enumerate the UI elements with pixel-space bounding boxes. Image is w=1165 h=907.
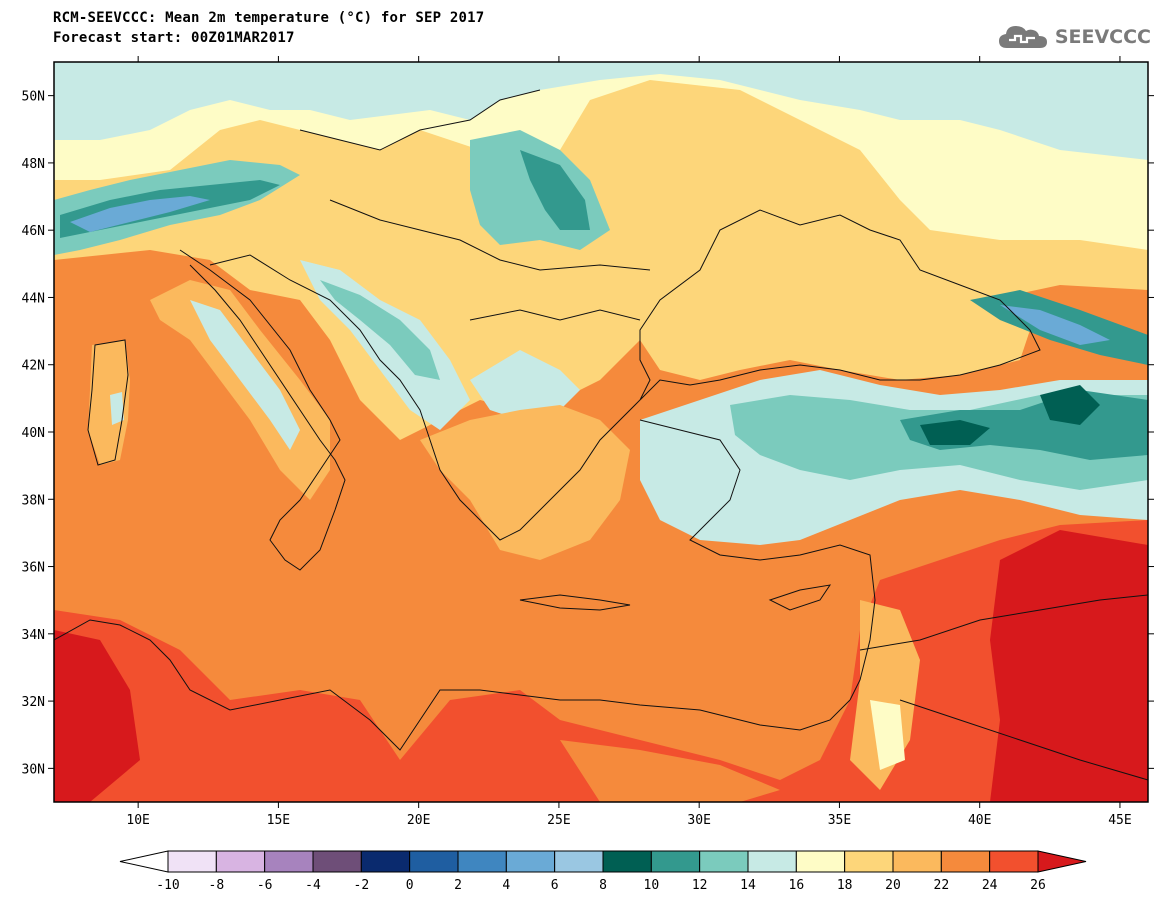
colorbar-label: 20 — [885, 878, 901, 893]
lat-tick-label: 34N — [22, 628, 45, 643]
logo-text: SEEVCCC — [1054, 26, 1151, 48]
colorbar-bin — [747, 850, 797, 873]
colorbar-label: -8 — [209, 878, 225, 893]
colorbar-bin — [505, 850, 556, 873]
colorbar-label: 8 — [599, 878, 607, 893]
colorbar-bin — [360, 850, 411, 873]
lon-tick-label: 15E — [267, 813, 290, 828]
colorbar-bin — [167, 850, 217, 873]
colorbar-label: -2 — [354, 878, 370, 893]
sardinia-coast — [87, 339, 129, 466]
colorbar-label: 18 — [837, 878, 853, 893]
forecast-start-subtitle: Forecast start: 00Z01MAR2017 — [53, 30, 295, 46]
colorbar-bin — [989, 850, 1039, 873]
lat-tick-label: 40N — [22, 426, 45, 441]
field-20-black-sea — [640, 215, 1030, 380]
lon-tick-label: 25E — [547, 813, 570, 828]
colorbar-label: 22 — [934, 878, 950, 893]
colorbar-under-triangle — [119, 850, 169, 873]
colorbar-over-triangle — [1037, 850, 1087, 873]
colorbar-bin — [457, 850, 507, 873]
field-14-dinarides — [320, 280, 440, 380]
lat-tick-label: 38N — [22, 493, 45, 508]
italy-coast — [179, 249, 346, 571]
colorbar-label: 16 — [789, 878, 805, 893]
lat-tick-label: 44N — [22, 291, 45, 306]
map-title: RCM-SEEVCCC: Mean 2m temperature (°C) fo… — [53, 10, 485, 26]
anatolia-levant-coast — [639, 419, 876, 701]
lon-tick-label: 10E — [126, 813, 149, 828]
latitude-axis: 30N 32N 34N 36N 38N 40N 42N 44N 46N 48N 50N — [22, 90, 1154, 777]
lat-tick-label: 36N — [22, 561, 45, 576]
temperature-field — [54, 62, 1148, 802]
field-16-sardinia — [110, 392, 124, 425]
lat-tick-label: 32N — [22, 695, 45, 710]
colorbar-bin — [409, 850, 459, 873]
lat-tick-label: 50N — [22, 90, 45, 105]
lon-tick-label: 40E — [968, 813, 991, 828]
field-6-alps — [70, 196, 210, 232]
lat-tick-label: 46N — [22, 224, 45, 239]
border-arabia — [899, 699, 1148, 781]
lat-tick-label: 30N — [22, 762, 45, 777]
colorbar-label: 12 — [692, 878, 708, 893]
colorbar-bin — [795, 850, 846, 873]
colorbar-bin — [650, 850, 701, 873]
colorbar-bin — [554, 850, 604, 873]
field-6-caucasus — [1000, 305, 1110, 345]
field-24-egypt — [560, 740, 780, 802]
field-22-italy — [150, 280, 330, 500]
colorbar-label: 24 — [982, 878, 998, 893]
colorbar-label: 14 — [740, 878, 756, 893]
colorbar-bin — [264, 850, 314, 873]
colorbar-bin — [844, 850, 894, 873]
lon-tick-label: 20E — [407, 813, 430, 828]
cyprus-coast — [768, 584, 832, 611]
lon-tick-label: 45E — [1108, 813, 1131, 828]
field-over-iraq — [990, 530, 1148, 802]
field-over-tunisia — [54, 630, 140, 802]
border-central-europe — [299, 89, 541, 151]
colorbar-label: 6 — [551, 878, 559, 893]
field-16-north — [54, 62, 1148, 160]
colorbar-bin — [892, 850, 942, 873]
field-18-jordan — [870, 700, 905, 770]
seevccc-logo: SEEVCCC — [997, 22, 1151, 52]
coastlines — [54, 89, 1148, 781]
colorbar-label: 4 — [502, 878, 510, 893]
border-pannonian — [329, 199, 651, 271]
longitude-axis: 10E 15E 20E 25E 30E 35E 40E 45E — [126, 56, 1132, 828]
colorbar-label: -10 — [156, 878, 179, 893]
colorbar-bin — [215, 850, 266, 873]
field-16-apennines — [190, 300, 300, 450]
colorbar-bin — [312, 850, 362, 873]
cloud-icon — [998, 26, 1047, 48]
lon-tick-label: 30E — [687, 813, 710, 828]
colorbar-label: 2 — [454, 878, 462, 893]
field-16-balkans — [470, 350, 580, 420]
border-danube — [469, 309, 641, 321]
colorbar-label: -4 — [305, 878, 321, 893]
colorbar-label: 10 — [644, 878, 660, 893]
colorbar: -10 -8 -6 -4 -2 0 2 4 6 8 10 12 14 16 18 20 22 24 26 — [119, 850, 1087, 893]
lat-tick-label: 42N — [22, 359, 45, 374]
north-africa-coast — [54, 619, 851, 751]
crete-coast — [519, 594, 631, 611]
colorbar-bin — [699, 850, 749, 873]
black-sea-adriatic-coast — [209, 209, 1041, 541]
lat-tick-label: 48N — [22, 157, 45, 172]
colorbar-label: 0 — [406, 878, 414, 893]
lon-tick-label: 35E — [828, 813, 851, 828]
colorbar-bin — [602, 850, 652, 873]
colorbar-label: -6 — [257, 878, 273, 893]
field-10-anatolia-east — [1040, 385, 1100, 425]
field-12-carpathians — [520, 150, 590, 230]
colorbar-label: 26 — [1030, 878, 1046, 893]
field-22-greece — [420, 405, 630, 560]
border-syria — [859, 594, 1148, 651]
colorbar-bin — [940, 850, 991, 873]
field-10-anatolia-west — [920, 420, 990, 445]
